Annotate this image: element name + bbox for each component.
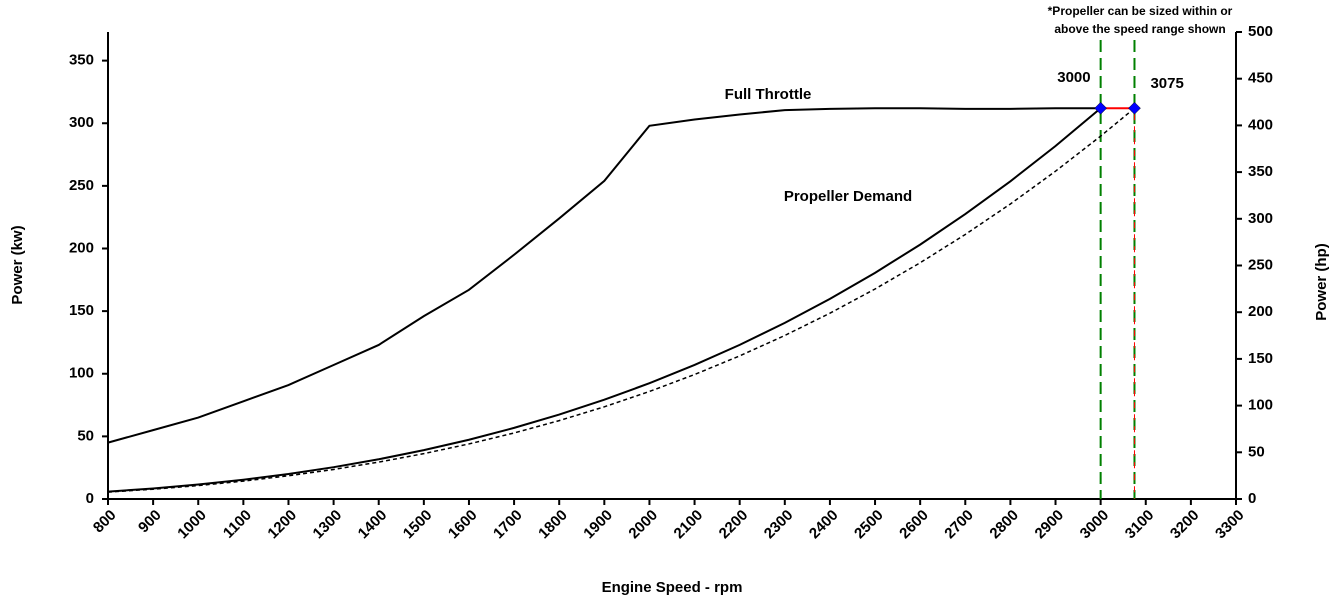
y-tick-label: 200 (69, 239, 94, 256)
y2-tick-label: 500 (1248, 23, 1273, 40)
y2-tick-label: 350 (1248, 163, 1273, 180)
y-tick-label: 100 (69, 365, 94, 382)
y-tick-label: 150 (69, 302, 94, 319)
x-tick-label: 2000 (625, 507, 661, 543)
y-tick-label: 250 (69, 177, 94, 194)
y-tick-label: 300 (69, 114, 94, 131)
x-tick-label: 1500 (400, 507, 436, 543)
y2-tick-label: 0 (1248, 490, 1256, 507)
x-tick-label: 1400 (355, 507, 391, 543)
y-axis-label: Power (kw) (9, 225, 26, 304)
x-tick-label: 2500 (851, 507, 887, 543)
x-tick-label: 1600 (445, 507, 481, 543)
series-line (107, 107, 1102, 493)
x-tick-label: 2300 (761, 507, 797, 543)
x-tick-label: 2800 (986, 507, 1022, 543)
x-tick-label: 800 (90, 507, 120, 537)
x-tick-label: 3200 (1167, 507, 1203, 543)
y2-tick-label: 300 (1248, 210, 1273, 227)
y2-tick-label: 250 (1248, 256, 1273, 273)
reference-label: 3075 (1150, 75, 1183, 92)
x-tick-label: 1900 (580, 507, 616, 543)
y2-tick-label: 150 (1248, 350, 1273, 367)
x-tick-label: 2100 (671, 507, 707, 543)
y2-tick-label: 400 (1248, 116, 1273, 133)
x-tick-label: 2700 (941, 507, 977, 543)
x-axis-label: Engine Speed - rpm (602, 579, 743, 596)
y2-axis-label: Power (hp) (1313, 243, 1330, 321)
x-tick-label: 3100 (1122, 507, 1158, 543)
reference-label: 3000 (1057, 69, 1090, 86)
x-tick-label: 2400 (806, 507, 842, 543)
x-tick-label: 2900 (1032, 507, 1068, 543)
data-point (1094, 101, 1107, 115)
y2-tick-label: 50 (1248, 443, 1265, 460)
x-tick-label: 1800 (535, 507, 571, 543)
y2-tick-label: 200 (1248, 303, 1273, 320)
x-tick-label: 3300 (1212, 507, 1248, 543)
x-tick-label: 2600 (896, 507, 932, 543)
y2-tick-label: 100 (1248, 397, 1273, 414)
x-tick-label: 1000 (174, 507, 210, 543)
x-tick-label: 1200 (264, 507, 300, 543)
x-tick-label: 1300 (310, 507, 346, 543)
y-tick-label: 50 (77, 427, 94, 444)
x-tick-label: 1700 (490, 507, 526, 543)
y2-tick-label: 450 (1248, 70, 1273, 87)
series-line (107, 107, 1101, 444)
y-tick-label: 0 (86, 490, 94, 507)
series-label: Propeller Demand (784, 188, 912, 205)
x-tick-label: 2200 (716, 507, 752, 543)
x-tick-label: 3000 (1077, 507, 1113, 543)
data-point (1128, 101, 1141, 115)
series-label: Full Throttle (725, 86, 812, 103)
x-tick-label: 900 (135, 507, 165, 537)
x-tick-label: 1100 (220, 507, 255, 542)
series-line (107, 107, 1135, 493)
annotation: above the speed range shown (1054, 22, 1225, 36)
y-tick-label: 350 (69, 52, 94, 69)
annotation: *Propeller can be sized within or (1048, 4, 1233, 18)
